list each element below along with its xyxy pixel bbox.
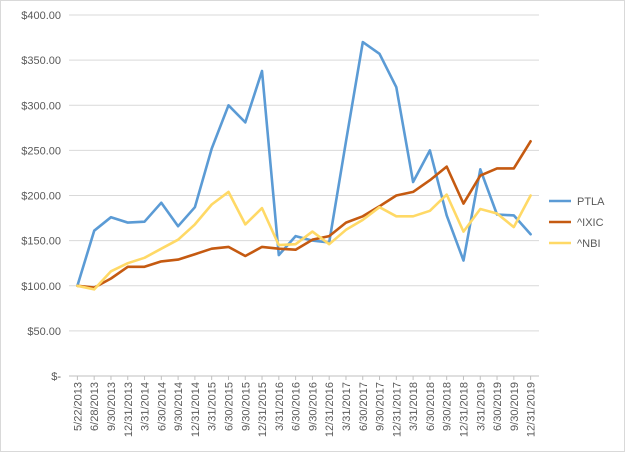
- legend: PTLA ^IXIC ^NBI: [549, 196, 605, 250]
- y-tick-label: $250.00: [21, 145, 61, 157]
- x-tick-label: 9/30/2018: [442, 382, 454, 431]
- y-tick-label: $300.00: [21, 100, 61, 112]
- series-line-ixic: [76, 140, 532, 289]
- x-tick-label: 5/22/2013: [72, 382, 84, 431]
- x-tick-label: 6/30/2015: [223, 382, 235, 431]
- x-tick-label: 12/31/2016: [324, 382, 336, 437]
- y-tick-label: $400.00: [21, 10, 61, 22]
- x-tick-label: 9/30/2017: [375, 382, 387, 431]
- x-tick-label: 3/31/2019: [475, 382, 487, 431]
- x-tick-label: 12/31/2014: [190, 382, 202, 437]
- y-tick-label: $350.00: [21, 55, 61, 67]
- x-tick-label: 6/28/2013: [89, 382, 101, 431]
- legend-label-ixic: ^IXIC: [577, 217, 604, 229]
- x-tick-label: 12/31/2015: [257, 382, 269, 437]
- x-tick-label: 9/30/2014: [173, 382, 185, 431]
- y-tick-label: $200.00: [21, 191, 61, 203]
- x-tick-label: 6/30/2016: [291, 382, 303, 431]
- legend-label-ptla: PTLA: [577, 196, 605, 208]
- x-tick-label: 12/31/2013: [123, 382, 135, 437]
- x-tick-label: 12/31/2019: [526, 382, 538, 437]
- y-tick-label: $100.00: [21, 281, 61, 293]
- series-line-nbi: [76, 190, 532, 291]
- y-tick-label: $-: [51, 371, 61, 383]
- gridlines: [69, 14, 539, 377]
- x-tick-label: 3/31/2017: [341, 382, 353, 431]
- x-tick-label: 9/30/2013: [106, 382, 118, 431]
- x-tick-label: 9/30/2019: [509, 382, 521, 431]
- x-tick-label: 9/30/2015: [240, 382, 252, 431]
- y-tick-label: $50.00: [27, 326, 61, 338]
- x-tick-label: 3/31/2015: [207, 382, 219, 431]
- x-tick-label: 3/31/2014: [140, 382, 152, 431]
- x-tick-label: 12/31/2017: [391, 382, 403, 437]
- x-tick-label: 6/30/2018: [425, 382, 437, 431]
- x-tick-label: 6/30/2017: [358, 382, 370, 431]
- axes: $- $50.00 $100.00 $150.00 $200.00 $250.00 $300…: [21, 10, 537, 437]
- series-lines: [76, 40, 532, 291]
- x-tick-label: 3/31/2016: [274, 382, 286, 431]
- legend-label-nbi: ^NBI: [577, 238, 601, 250]
- series-line-ptla: [76, 40, 532, 288]
- x-tick-label: 6/30/2014: [156, 382, 168, 431]
- x-tick-label: 9/30/2016: [307, 382, 319, 431]
- x-tick-label: 12/31/2018: [458, 382, 470, 437]
- x-tick-label: 6/30/2019: [492, 382, 504, 431]
- x-tick-label: 3/31/2018: [408, 382, 420, 431]
- y-tick-label: $150.00: [21, 236, 61, 248]
